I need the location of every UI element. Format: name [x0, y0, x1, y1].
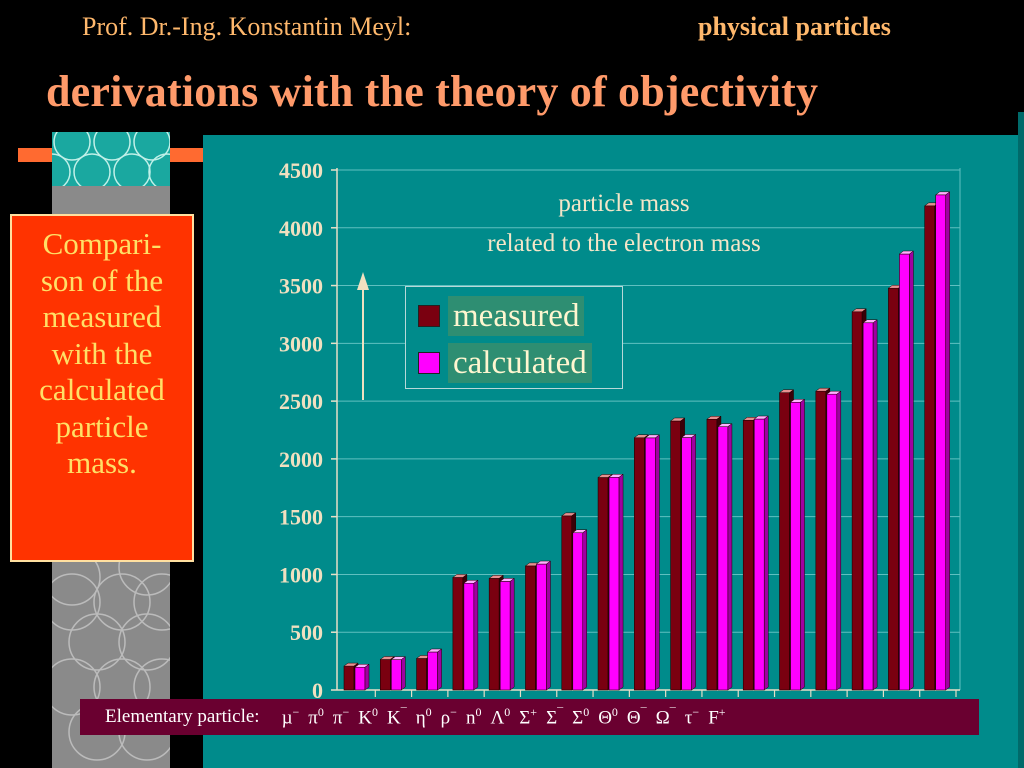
x-tick-label: η0	[415, 704, 432, 729]
y-tick-label: 4000	[279, 216, 323, 241]
legend-label-measured: measured	[448, 296, 585, 336]
comparison-line: measured	[42, 299, 162, 334]
x-tick-label: Θ0	[598, 704, 618, 729]
bar-calculated	[789, 398, 806, 691]
decorative-bar-right	[170, 148, 203, 162]
x-tick-label: F+	[708, 704, 726, 729]
legend-swatch-calculated	[418, 352, 440, 374]
bar-calculated	[644, 434, 661, 691]
author-heading: Prof. Dr.-Ing. Konstantin Meyl:	[82, 12, 412, 41]
legend-label-calculated: calculated	[448, 343, 592, 383]
decorative-pattern	[52, 132, 170, 186]
x-tick-label: π0	[308, 704, 324, 729]
x-tick-label: Σ¯	[546, 704, 564, 729]
decorative-bar-left	[18, 148, 52, 162]
bar-calculated	[390, 656, 407, 691]
bar-calculated	[717, 423, 733, 691]
comparison-note: Compari- son of the measured with the ca…	[10, 214, 194, 562]
legend-item-measured: measured	[418, 296, 585, 336]
y-tick-label: 2000	[279, 447, 323, 472]
bar-calculated	[753, 415, 769, 691]
tick-labels: 0 500 1000 1500 2000 2500 3000 3500 4000 4500	[279, 158, 323, 703]
comparison-line: with the	[51, 335, 153, 371]
y-tick-label: 3500	[279, 274, 323, 299]
y-tick-label: 1500	[279, 505, 323, 530]
y-tick-label: 0	[312, 678, 323, 703]
x-axis-label-bar: Elementary particle: µ− π0 π− K0 K¯ η0 ρ− n0 Λ0 Σ…	[80, 699, 979, 735]
x-tick-label: π−	[332, 704, 350, 729]
bar-calculated	[499, 577, 515, 691]
x-tick-label: K¯	[387, 704, 407, 729]
x-tick-labels: µ− π0 π− K0 K¯ η0 ρ− n0 Λ0 Σ+ Σ¯ Σ0 Θ0 Θ¯ Ω¯ τ− F+	[282, 705, 726, 729]
x-tick-label: τ−	[684, 704, 700, 729]
bar-calculated	[680, 434, 697, 691]
chart-legend: measured calculated	[405, 286, 623, 389]
legend-swatch-measured	[418, 305, 440, 327]
bar-calculated	[934, 191, 951, 691]
panel-edge	[1018, 112, 1024, 768]
bar-calculated	[535, 560, 552, 691]
y-tick-label: 4500	[279, 158, 323, 183]
y-tick-label: 500	[290, 620, 323, 645]
comparison-line: particle	[55, 408, 149, 444]
chart-title-line-1: particle mass	[558, 190, 689, 217]
up-arrow-icon	[357, 272, 369, 400]
bar-calculated	[463, 579, 479, 691]
topic-heading: physical particles	[698, 12, 891, 41]
bar-calculated	[608, 473, 624, 691]
comparison-line: mass.	[67, 445, 137, 480]
bar-calculated	[426, 648, 443, 691]
x-tick-label: n0	[465, 704, 482, 729]
x-tick-label: Λ0	[490, 704, 511, 729]
comparison-line: Compari-	[42, 226, 162, 261]
comparison-line: son of the	[40, 262, 164, 298]
legend-item-calculated: calculated	[418, 343, 592, 383]
x-tick-label: Ω¯	[655, 704, 676, 729]
bar-calculated	[826, 390, 842, 691]
bar-calculated	[862, 319, 878, 691]
bar-calculated	[354, 663, 370, 691]
x-tick-label: µ−	[281, 704, 300, 729]
y-tick-label: 2500	[279, 389, 323, 414]
chart-title-line-2: related to the electron mass	[487, 230, 761, 257]
bar-calculated	[572, 529, 588, 691]
x-tick-label: K0	[358, 704, 378, 729]
x-tick-label: Σ+	[519, 704, 538, 729]
bar-calculated	[898, 250, 915, 691]
x-axis-title: Elementary particle:	[105, 706, 260, 727]
y-tick-label: 3000	[279, 331, 323, 356]
comparison-line: calculated	[39, 372, 165, 407]
x-tick-label: Θ¯	[626, 704, 647, 729]
x-tick-label: Σ0	[572, 704, 590, 729]
y-tick-label: 1000	[279, 562, 323, 587]
bars	[343, 191, 951, 691]
x-tick-label: ρ−	[440, 704, 457, 729]
slide-title: derivations with the theory of objectivi…	[46, 67, 819, 116]
